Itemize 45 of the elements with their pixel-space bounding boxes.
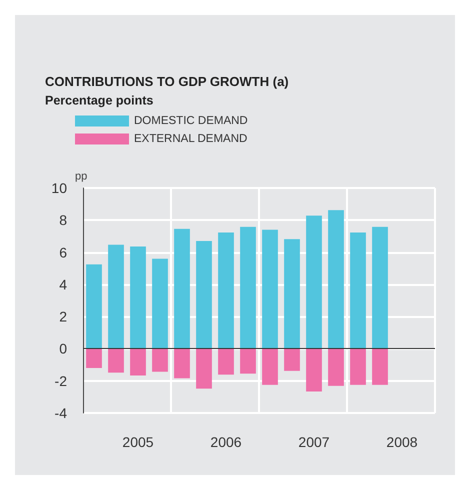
- y-tick-label: 2: [59, 308, 68, 325]
- y-tick-label: -2: [54, 372, 68, 389]
- legend-label: DOMESTIC DEMAND: [134, 115, 248, 127]
- x-tick-label: 2008: [386, 434, 418, 450]
- y-tick-label: 6: [59, 244, 68, 260]
- bar: [196, 348, 212, 389]
- y-tick-label: -4: [54, 405, 68, 421]
- bar: [372, 348, 388, 385]
- bar: [306, 348, 322, 392]
- bar: [86, 348, 102, 368]
- y-tick-label: 0: [59, 340, 68, 357]
- y-tick-label: 4: [59, 276, 68, 292]
- bar: [306, 216, 322, 349]
- chart-subtitle: Percentage points: [45, 94, 154, 108]
- bar: [284, 348, 300, 371]
- chart-title: CONTRIBUTIONS TO GDP GROWTH (a): [45, 74, 289, 89]
- bar: [86, 264, 102, 349]
- bar: [174, 228, 190, 349]
- bar: [196, 241, 212, 349]
- bar: [240, 348, 256, 374]
- bar: [350, 348, 366, 385]
- x-tick-label: 2007: [298, 434, 330, 450]
- y-axis-title: pp: [75, 170, 88, 182]
- bar: [328, 210, 344, 349]
- bar: [328, 348, 344, 386]
- bar: [130, 246, 146, 349]
- bar: [350, 232, 366, 349]
- y-tick-label: 8: [59, 212, 68, 228]
- bar: [152, 258, 168, 349]
- y-tick-label: 10: [51, 180, 68, 196]
- bar: [218, 232, 234, 349]
- bar: [240, 226, 256, 349]
- bar: [218, 348, 234, 375]
- legend-label: EXTERNAL DEMAND: [134, 133, 248, 145]
- bar: [174, 348, 190, 378]
- bar: [262, 230, 278, 349]
- x-tick-label: 2006: [210, 434, 242, 450]
- bar: [152, 348, 168, 372]
- bar: [284, 239, 300, 349]
- bar: [108, 244, 124, 349]
- bar: [130, 348, 146, 376]
- x-tick-label: 2005: [122, 434, 154, 450]
- bar: [108, 348, 124, 373]
- bar: [372, 226, 388, 349]
- bar: [262, 348, 278, 385]
